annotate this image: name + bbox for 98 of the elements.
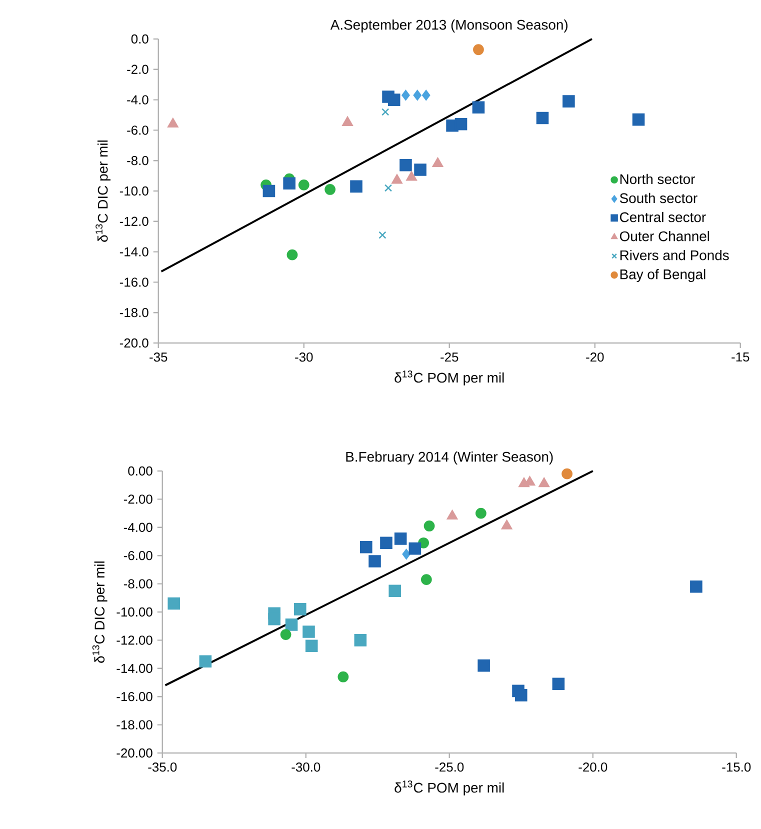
point bbox=[408, 542, 421, 555]
point bbox=[632, 113, 644, 126]
point bbox=[338, 671, 348, 682]
legend-label: Outer Channel bbox=[620, 230, 709, 242]
point bbox=[472, 101, 484, 114]
point bbox=[360, 540, 372, 554]
point bbox=[388, 94, 400, 106]
legend-label: Bay of Bengal bbox=[620, 269, 705, 282]
x-tick-label: -30 bbox=[294, 352, 313, 362]
y-axis-title: δ$^{13}$C DIC per mil bbox=[92, 562, 108, 663]
x-tick-label: -15.0 bbox=[722, 762, 750, 772]
point bbox=[388, 584, 401, 597]
point bbox=[422, 90, 430, 100]
y-tick-label: -4.0 bbox=[126, 95, 148, 104]
legend-label: North sector bbox=[620, 174, 695, 184]
point bbox=[394, 532, 407, 545]
point bbox=[298, 179, 310, 190]
point bbox=[282, 177, 296, 190]
point bbox=[384, 184, 392, 192]
y-tick-label: -14.00 bbox=[116, 664, 152, 673]
point bbox=[562, 95, 575, 108]
point bbox=[294, 603, 306, 616]
point bbox=[432, 157, 443, 168]
point bbox=[350, 180, 362, 193]
y-tick-label: -16.00 bbox=[116, 692, 152, 702]
y-tick-label: 0.0 bbox=[131, 34, 148, 44]
point bbox=[167, 118, 178, 128]
x-tick-label: -30.0 bbox=[292, 762, 320, 772]
x-axis-title: δ$^{13}$C POM per mil bbox=[394, 780, 504, 796]
point bbox=[424, 520, 435, 532]
y-tick-label: -10.0 bbox=[120, 186, 148, 196]
point bbox=[413, 90, 422, 100]
y-tick-label: -20.0 bbox=[120, 338, 148, 348]
x-tick-label: -25 bbox=[440, 352, 458, 362]
y-tick-label: -12.0 bbox=[120, 216, 148, 226]
x-tick-label: -25.0 bbox=[435, 762, 464, 772]
x-tick-label: -20.0 bbox=[578, 762, 607, 772]
point bbox=[378, 231, 386, 239]
point bbox=[477, 659, 490, 672]
y-tick-label: -18.00 bbox=[116, 720, 152, 730]
x-tick-label: -15 bbox=[731, 352, 749, 362]
point bbox=[399, 159, 412, 172]
point bbox=[401, 90, 410, 100]
point bbox=[199, 655, 212, 668]
point bbox=[324, 184, 336, 195]
point bbox=[268, 612, 280, 626]
x-axis-title: δ$^{13}$C POM per mil bbox=[394, 370, 504, 386]
point bbox=[454, 118, 467, 130]
point bbox=[402, 548, 410, 560]
point bbox=[538, 478, 550, 488]
point bbox=[168, 597, 180, 610]
legend-label: South sector bbox=[620, 192, 698, 204]
y-tick-label: -4.00 bbox=[124, 522, 152, 532]
point bbox=[280, 629, 292, 640]
legend-label: Central sector bbox=[620, 212, 706, 222]
point bbox=[552, 678, 564, 690]
point bbox=[342, 116, 353, 126]
chart-title: A.September 2013 (Monsoon Season) bbox=[330, 19, 568, 32]
y-tick-label: -18.0 bbox=[120, 308, 148, 318]
y-axis-title: δ$^{13}$C DIC per mil bbox=[95, 140, 110, 242]
point bbox=[514, 689, 528, 702]
point bbox=[446, 510, 458, 520]
point bbox=[414, 164, 426, 176]
point bbox=[391, 174, 402, 184]
point bbox=[285, 618, 298, 631]
point bbox=[420, 574, 432, 586]
point bbox=[406, 171, 417, 181]
y-tick-label: -14.0 bbox=[120, 247, 148, 256]
y-tick-label: -16.0 bbox=[120, 278, 148, 287]
y-tick-label: -6.0 bbox=[126, 126, 148, 135]
legend-label: Rivers and Ponds bbox=[620, 250, 729, 260]
y-tick-label: 0.00 bbox=[128, 466, 152, 476]
point bbox=[354, 634, 366, 646]
point bbox=[536, 112, 548, 124]
point bbox=[501, 520, 512, 530]
y-tick-label: -6.00 bbox=[124, 551, 152, 560]
point bbox=[475, 508, 486, 519]
point bbox=[380, 536, 392, 550]
point bbox=[262, 184, 275, 198]
x-tick-label: -35.0 bbox=[148, 762, 176, 772]
point bbox=[302, 626, 315, 638]
point bbox=[286, 249, 298, 260]
x-tick-label: -35 bbox=[149, 352, 167, 362]
y-tick-label: -8.0 bbox=[126, 156, 148, 166]
point bbox=[305, 640, 318, 652]
x-tick-label: -20 bbox=[586, 352, 604, 362]
point bbox=[690, 580, 702, 593]
y-tick-label: -12.00 bbox=[116, 636, 152, 645]
y-tick-label: -10.00 bbox=[116, 607, 152, 617]
y-tick-label: -8.00 bbox=[124, 579, 152, 588]
point bbox=[561, 468, 572, 480]
chart-title: B.February 2014 (Winter Season) bbox=[346, 452, 553, 464]
y-tick-label: -2.0 bbox=[126, 64, 148, 74]
y-tick-label: -2.00 bbox=[124, 494, 152, 504]
point bbox=[381, 108, 389, 116]
point bbox=[368, 555, 381, 568]
y-tick-label: -20.00 bbox=[116, 748, 152, 758]
point bbox=[472, 44, 484, 56]
